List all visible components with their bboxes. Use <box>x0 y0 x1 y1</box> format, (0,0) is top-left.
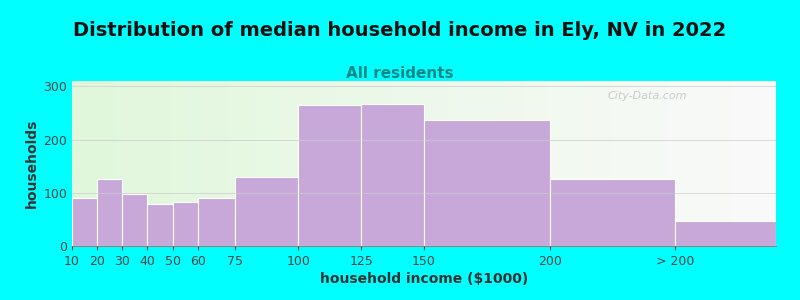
Bar <box>198 198 235 246</box>
Bar <box>361 104 424 246</box>
Bar <box>147 205 173 246</box>
Bar <box>424 120 550 246</box>
Bar <box>72 198 97 246</box>
X-axis label: household income ($1000): household income ($1000) <box>320 272 528 286</box>
Bar <box>675 221 776 246</box>
Text: Distribution of median household income in Ely, NV in 2022: Distribution of median household income … <box>74 21 726 40</box>
Bar <box>298 105 361 246</box>
Bar <box>235 177 298 246</box>
Bar <box>173 202 198 246</box>
Bar <box>122 194 147 246</box>
Bar <box>550 179 675 246</box>
Text: All residents: All residents <box>346 66 454 81</box>
Bar <box>97 179 122 246</box>
Y-axis label: households: households <box>25 119 39 208</box>
Text: City-Data.com: City-Data.com <box>607 91 686 101</box>
